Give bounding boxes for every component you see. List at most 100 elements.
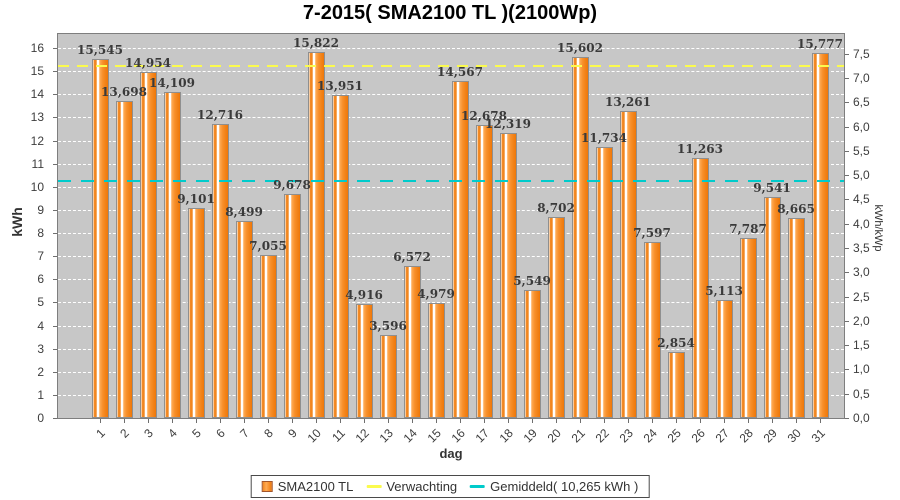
y-axis-tick-mark-right	[845, 102, 849, 104]
bar-value-label: 4,979	[417, 286, 455, 301]
x-axis-tick-mark	[796, 419, 797, 423]
bar-value-label: 13,261	[605, 95, 651, 110]
bar	[812, 53, 829, 418]
y-tick-label-right: 2,0	[853, 313, 870, 328]
bar	[476, 124, 493, 418]
gridline	[58, 186, 844, 188]
x-axis-tick-mark	[604, 419, 605, 423]
y-tick-label-left: 3	[37, 341, 44, 356]
y-axis-tick-mark	[53, 94, 57, 96]
gridline	[58, 348, 844, 350]
y-axis-tick-mark	[53, 256, 57, 258]
bar	[212, 123, 229, 418]
gridline	[58, 140, 844, 142]
y-axis-tick-mark-right	[845, 272, 849, 274]
x-axis-tick-mark	[196, 419, 197, 423]
y-axis-tick-mark-right	[845, 320, 849, 322]
y-tick-label-left: 4	[37, 318, 44, 333]
y-tick-label-left: 11	[31, 156, 44, 171]
average-line	[58, 179, 844, 182]
y-tick-label-left: 12	[30, 133, 44, 148]
bar	[524, 289, 541, 418]
y-axis-tick-mark-right	[845, 296, 849, 298]
bar-value-label: 9,678	[273, 178, 311, 193]
bar	[548, 216, 565, 418]
x-axis-tick-mark	[388, 419, 389, 423]
bar	[788, 217, 805, 418]
bar-value-label: 15,777	[797, 37, 843, 52]
y-axis-tick-mark	[53, 279, 57, 281]
gridline	[58, 394, 844, 396]
y-axis-tick-mark-right	[845, 126, 849, 128]
y-tick-label-right: 0,5	[853, 386, 870, 401]
y-axis-tick-mark-right	[845, 418, 849, 419]
gridline	[58, 71, 844, 73]
bar-value-label: 5,549	[513, 273, 551, 288]
bar	[596, 146, 613, 418]
x-axis-tick-mark	[364, 419, 365, 423]
x-axis-tick-mark	[100, 419, 101, 423]
bar-value-label: 12,319	[485, 117, 531, 132]
y-tick-label-right: 1,5	[853, 338, 870, 353]
legend: SMA2100 TL Verwachting Gemiddeld( 10,265…	[250, 475, 650, 498]
gridline	[58, 48, 844, 49]
gridline	[58, 325, 844, 327]
bar-value-label: 11,734	[581, 130, 627, 145]
y-axis-tick-mark-right	[845, 345, 849, 347]
legend-item-average: Gemiddeld( 10,265 kWh )	[470, 479, 638, 494]
bar-value-label: 2,854	[657, 336, 695, 350]
x-axis-tick-mark	[772, 419, 773, 423]
y-tick-label-left: 13	[30, 110, 44, 125]
bar-value-label: 8,702	[537, 200, 575, 215]
y-axis-tick-mark-right	[845, 199, 849, 201]
y-tick-label-right: 4,5	[853, 192, 870, 207]
y-tick-label-right: 7,5	[853, 46, 870, 61]
y-tick-label-left: 14	[30, 87, 44, 102]
x-axis-tick-mark	[556, 419, 557, 423]
bar	[260, 254, 277, 418]
y-axis-tick-mark	[53, 302, 57, 304]
x-axis-tick-mark	[700, 419, 701, 423]
x-axis-tick-mark	[316, 419, 317, 423]
bar	[644, 242, 661, 418]
gridline	[58, 117, 844, 119]
bar-value-label: 8,499	[225, 205, 263, 220]
y-tick-label-right: 6,0	[853, 119, 870, 134]
gridline	[58, 209, 844, 211]
y-axis-tick-mark	[53, 325, 57, 327]
y-axis-tick-mark	[53, 48, 57, 49]
bar-value-label: 8,665	[777, 201, 815, 216]
x-axis-tick-mark	[460, 419, 461, 423]
x-axis-tick-mark	[124, 419, 125, 423]
x-axis-tick-mark	[412, 419, 413, 423]
y-axis-tick-mark	[53, 71, 57, 73]
y-tick-label-left: 5	[37, 295, 44, 310]
y-axis-tick-mark-right	[845, 248, 849, 250]
legend-label-average: Gemiddeld( 10,265 kWh )	[490, 479, 639, 494]
x-axis-tick-mark	[580, 419, 581, 423]
y-tick-label-right: 5,0	[853, 168, 870, 183]
x-axis-tick-mark	[268, 419, 269, 423]
bar	[764, 197, 781, 418]
bar	[332, 95, 349, 418]
bar-value-label: 14,954	[125, 56, 171, 71]
bar	[380, 334, 397, 418]
y-tick-label-right: 6,5	[853, 95, 870, 110]
bar-value-label: 14,567	[437, 65, 483, 80]
bar-value-label: 12,716	[197, 107, 243, 122]
y-axis-tick-mark	[53, 418, 57, 419]
bar-value-label: 15,822	[293, 36, 339, 51]
bar-value-label: 14,109	[149, 75, 195, 90]
bar	[572, 57, 589, 418]
bar	[140, 72, 157, 418]
gridline	[58, 256, 844, 258]
bar	[500, 133, 517, 418]
y-tick-label-left: 1	[37, 387, 44, 402]
bar-value-label: 5,113	[705, 283, 743, 298]
bar	[188, 207, 205, 418]
bar	[620, 111, 637, 418]
y-tick-label-left: 15	[30, 64, 44, 79]
bar-value-label: 9,101	[177, 191, 215, 206]
bar-value-label: 9,541	[753, 181, 791, 196]
y-tick-label-right: 7,0	[853, 71, 870, 86]
